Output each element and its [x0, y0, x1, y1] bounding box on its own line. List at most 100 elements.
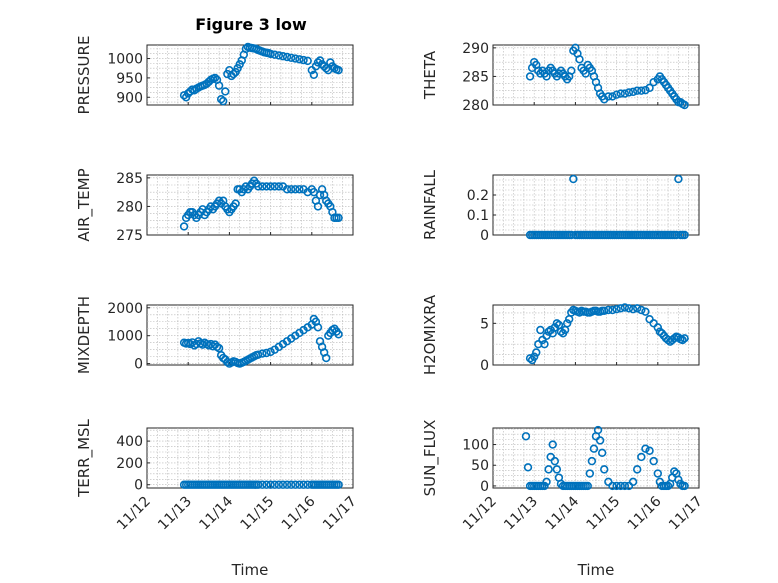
data-point: [680, 481, 689, 491]
data-point: [525, 354, 535, 363]
data-point: [278, 52, 288, 61]
data-point: [612, 481, 621, 491]
data-point: [604, 92, 613, 101]
y-tick-label: 290: [462, 41, 489, 57]
y-tick-label: 0: [480, 479, 489, 495]
y-axis-label: THETA: [421, 50, 439, 100]
y-axis-label: AIR_TEMP: [75, 168, 94, 241]
data-point: [231, 199, 240, 208]
data-point: [641, 444, 650, 453]
data-point: [550, 456, 559, 466]
data-point: [254, 182, 263, 191]
data-point: [334, 213, 343, 223]
data-point: [334, 480, 343, 489]
x-tick-label: 11/12: [460, 494, 500, 534]
data-point: [303, 56, 312, 66]
data-point: [552, 465, 562, 474]
data-point: [210, 73, 220, 83]
data-point: [274, 480, 284, 489]
data-point: [632, 465, 642, 474]
data-point: [569, 174, 578, 184]
subplot-0: 900 950 1000 PRESSURE: [75, 36, 354, 115]
data-point: [641, 307, 650, 316]
data-point: [608, 481, 617, 491]
data-point: [299, 480, 308, 489]
data-point: [266, 49, 275, 59]
data-point: [612, 304, 621, 314]
x-tick-label: 11/14: [542, 493, 582, 533]
subplot-5: 0 5 H2OMIXRA: [421, 294, 700, 375]
subplot-1: 280 285 290 THETA: [421, 41, 700, 114]
data-point: [274, 51, 284, 60]
data-point: [216, 94, 226, 104]
data-point: [313, 323, 323, 332]
data-point: [287, 480, 296, 489]
x-tick-label: 11/15: [584, 494, 624, 534]
data-point: [608, 305, 617, 315]
data-point: [295, 480, 304, 489]
data-point: [583, 481, 592, 491]
data-point: [266, 182, 275, 191]
data-point: [219, 96, 228, 106]
data-point: [585, 469, 595, 478]
data-point: [620, 481, 630, 491]
data-point: [291, 480, 300, 489]
data-point: [258, 182, 267, 191]
data-point: [278, 480, 288, 489]
subplot-4: 0 1000 2000 MIXDEPTH: [75, 296, 354, 374]
y-tick-label: 900: [116, 90, 143, 106]
data-point: [600, 465, 609, 474]
y-tick-label: 950: [116, 71, 143, 87]
data-point: [221, 87, 230, 96]
data-point: [637, 305, 646, 315]
figure-title: Figure 3 low: [195, 15, 307, 34]
data-point: [254, 350, 263, 359]
y-tick-label: 0.1: [467, 208, 489, 224]
y-tick-label: 0: [480, 358, 489, 374]
data-point: [258, 480, 267, 489]
data-point: [680, 230, 689, 240]
y-axis-label: PRESSURE: [75, 36, 93, 115]
data-point: [645, 446, 654, 455]
data-point: [616, 481, 625, 491]
data-point: [600, 306, 609, 316]
data-point: [624, 304, 634, 313]
y-tick-label: 0: [480, 228, 489, 244]
data-point: [322, 353, 331, 363]
data-point: [313, 202, 323, 211]
data-point: [649, 456, 658, 466]
data-point: [525, 72, 535, 81]
subplot-3: 0 0.1 0.2 RAINFALL: [421, 169, 700, 244]
data-point: [674, 475, 683, 484]
data-point: [282, 480, 292, 489]
data-point: [620, 303, 630, 312]
data-point: [608, 92, 617, 101]
data-point: [287, 185, 296, 194]
data-point: [214, 81, 224, 90]
data-point: [653, 323, 662, 332]
data-point: [270, 480, 279, 489]
data-point: [612, 90, 621, 99]
data-point: [334, 330, 343, 339]
y-axis-label: MIXDEPTH: [75, 296, 93, 374]
data-point: [179, 91, 189, 100]
y-tick-label: 285: [116, 171, 143, 187]
data-point: [544, 327, 553, 336]
data-point: [334, 65, 343, 75]
x-axis-label: Time: [577, 561, 615, 579]
data-point: [274, 182, 284, 191]
data-point: [556, 327, 566, 336]
data-point: [536, 325, 545, 335]
data-point: [562, 319, 572, 328]
y-tick-label: 2000: [107, 301, 143, 317]
data-point: [313, 58, 323, 67]
data-point: [521, 432, 531, 441]
data-point: [680, 334, 689, 343]
data-point: [266, 480, 275, 489]
y-tick-label: 280: [116, 199, 143, 215]
data-point: [637, 452, 646, 462]
data-point: [523, 463, 533, 472]
data-point: [567, 66, 576, 75]
data-point: [295, 185, 304, 194]
